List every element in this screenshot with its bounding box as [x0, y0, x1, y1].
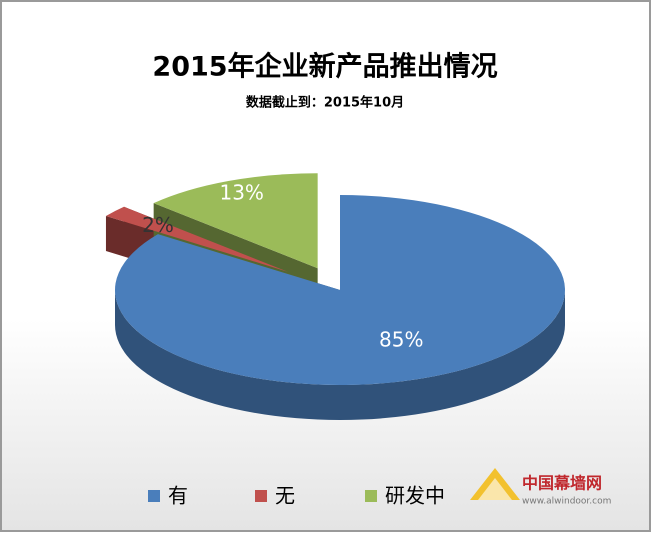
watermark-url: www.alwindoor.com [522, 497, 611, 507]
data-label: 13% [219, 181, 263, 205]
legend-label: 无 [275, 484, 295, 508]
watermark-name: 中国幕墙网 [522, 474, 602, 493]
watermark: 中国幕墙网 www.alwindoor.com [470, 468, 611, 507]
chart-subtitle: 数据截止到：2015年10月 [246, 95, 404, 111]
legend-swatch [365, 490, 377, 502]
legend-swatch [255, 490, 267, 502]
pie-slice [114, 195, 566, 385]
pie-slice [105, 206, 288, 272]
data-label: 85% [379, 327, 423, 351]
pie-slice [153, 173, 318, 269]
legend-label: 研发中 [385, 484, 445, 508]
legend-swatch [148, 490, 160, 502]
logo-icon-inner [478, 478, 512, 500]
slice-side [115, 290, 565, 420]
pie: 85% 2% 13% [105, 173, 566, 420]
data-label: 2% [142, 213, 174, 237]
legend-label: 有 [168, 484, 188, 508]
chart-title: 2015年企业新产品推出情况 [152, 51, 497, 83]
legend: 有 无 研发中 [148, 484, 445, 508]
